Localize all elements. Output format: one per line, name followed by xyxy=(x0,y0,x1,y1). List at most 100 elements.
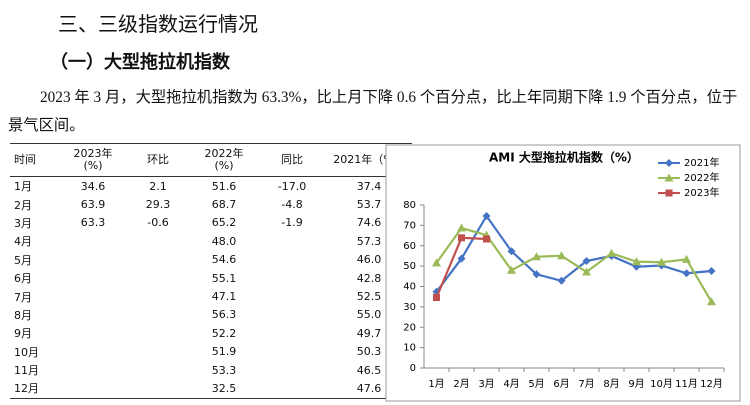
table-row: 3月 63.3 -0.6 65.2 -1.9 74.6 xyxy=(10,214,412,232)
x-tick-label: 11月 xyxy=(675,378,698,390)
marker xyxy=(582,257,591,266)
table-cell: 12月 xyxy=(10,379,60,399)
table-row: 2月 63.9 29.3 68.7 -4.8 53.7 xyxy=(10,195,412,213)
legend-label: 2021年 xyxy=(684,156,719,169)
table-row: 6月 55.1 42.8 xyxy=(10,269,412,287)
table-cell: 34.6 xyxy=(80,179,106,193)
x-tick-label: 1月 xyxy=(428,378,444,390)
y-tick-label: 10 xyxy=(403,343,416,354)
table-row: 时间 2023年 (%) 环比 2022年 (%) 同比 2021年（%） xyxy=(10,143,412,177)
table-cell: 37.4 xyxy=(356,179,382,193)
marker xyxy=(664,173,674,182)
table-cell: 6月 xyxy=(14,272,32,286)
marker xyxy=(707,267,716,276)
table-cell: 8月 xyxy=(14,308,32,322)
marker xyxy=(458,234,465,242)
legend-label: 2022年 xyxy=(684,171,719,184)
table-cell: 53.3 xyxy=(211,363,237,377)
table-cell xyxy=(258,379,326,399)
heading: 三、三级指数运行情况 xyxy=(58,14,258,36)
table-cell: 48.0 xyxy=(211,234,237,248)
table-cell: 环比 xyxy=(126,143,190,177)
y-tick-label: 60 xyxy=(403,241,416,252)
chart-title: AMI 大型拖拉机指数（%） xyxy=(489,150,639,165)
table-cell: 42.8 xyxy=(356,271,382,285)
table-row: 7月 47.1 52.5 xyxy=(10,287,412,305)
table-cell: -1.9 xyxy=(281,216,303,230)
table-cell: 63.9 xyxy=(80,198,106,212)
x-tick-label: 3月 xyxy=(478,378,494,390)
table-cell: 65.2 xyxy=(211,216,237,230)
x-tick-label: 12月 xyxy=(700,378,723,390)
table-cell: 32.5 xyxy=(190,379,258,399)
series-line xyxy=(435,226,713,303)
table-cell: 47.1 xyxy=(211,290,237,304)
x-tick-label: 7月 xyxy=(578,378,594,390)
legend-label: 2023年 xyxy=(684,186,719,199)
table-row: 11月 53.3 46.5 xyxy=(10,361,412,379)
table-row: 10月 51.9 50.3 xyxy=(10,343,412,361)
table-row: 5月 54.6 46.0 xyxy=(10,251,412,269)
table-cell: -4.8 xyxy=(281,198,303,212)
marker xyxy=(582,267,591,276)
table-cell: 51.6 xyxy=(211,179,237,193)
marker xyxy=(557,251,566,260)
table-cell: 时间 xyxy=(10,143,60,177)
table-cell: 68.7 xyxy=(211,198,237,212)
y-tick-label: 40 xyxy=(403,282,416,293)
x-tick-label: 4月 xyxy=(503,378,519,390)
marker xyxy=(532,270,541,279)
y-tick-label: 30 xyxy=(403,302,416,313)
y-tick-label: 80 xyxy=(403,200,416,211)
table-cell: 2月 xyxy=(14,198,32,212)
table-cell: 49.7 xyxy=(356,326,382,340)
table-cell: 53.7 xyxy=(356,198,382,212)
data-table: 时间 2023年 (%) 环比 2022年 (%) 同比 2021年（%） 1月 34.6 2.… xyxy=(10,143,412,399)
y-tick-label: 20 xyxy=(403,322,416,333)
marker xyxy=(665,159,673,167)
x-tick-label: 9月 xyxy=(628,378,644,390)
marker xyxy=(557,276,566,285)
marker xyxy=(482,212,491,221)
table-cell: 56.3 xyxy=(211,308,237,322)
table-row: 9月 52.2 49.7 xyxy=(10,324,412,342)
marker xyxy=(682,254,691,263)
marker xyxy=(507,247,516,256)
table-cell: -17.0 xyxy=(277,179,307,193)
y-tick-label: 50 xyxy=(403,261,416,272)
table-cell: 52.2 xyxy=(211,326,237,340)
table-cell: 2023年 (%) xyxy=(60,143,126,177)
table-cell: 10月 xyxy=(14,345,39,359)
table-cell: 52.5 xyxy=(356,290,382,304)
marker xyxy=(433,294,440,302)
y-tick-label: 0 xyxy=(410,363,416,374)
series-line xyxy=(435,213,712,293)
marker xyxy=(457,223,466,232)
x-tick-label: 8月 xyxy=(603,378,619,390)
table-cell: 4月 xyxy=(14,235,32,249)
table-cell: 74.6 xyxy=(356,216,382,230)
marker xyxy=(707,297,716,306)
table-cell: 3月 xyxy=(14,216,32,230)
table-cell: 11月 xyxy=(14,364,39,378)
y-tick-label: 70 xyxy=(403,220,416,231)
table-row: 8月 56.3 55.0 xyxy=(10,306,412,324)
table-cell: 55.1 xyxy=(211,271,237,285)
table-cell: 同比 xyxy=(258,143,326,177)
marker xyxy=(532,252,541,261)
subheading: （一）大型拖拉机指数 xyxy=(50,52,230,73)
marker xyxy=(665,189,673,197)
table-cell: 9月 xyxy=(14,327,32,341)
table-cell: 50.3 xyxy=(356,345,382,359)
marker xyxy=(432,258,441,267)
marker xyxy=(657,257,666,266)
marker xyxy=(682,269,691,278)
table-cell: 7月 xyxy=(14,290,32,304)
table-cell: 2022年 (%) xyxy=(190,143,258,177)
table-cell xyxy=(60,379,126,399)
table-cell: 57.3 xyxy=(356,234,382,248)
chart-frame xyxy=(385,144,741,402)
table-cell: 51.9 xyxy=(211,345,237,359)
table-cell xyxy=(126,379,190,399)
